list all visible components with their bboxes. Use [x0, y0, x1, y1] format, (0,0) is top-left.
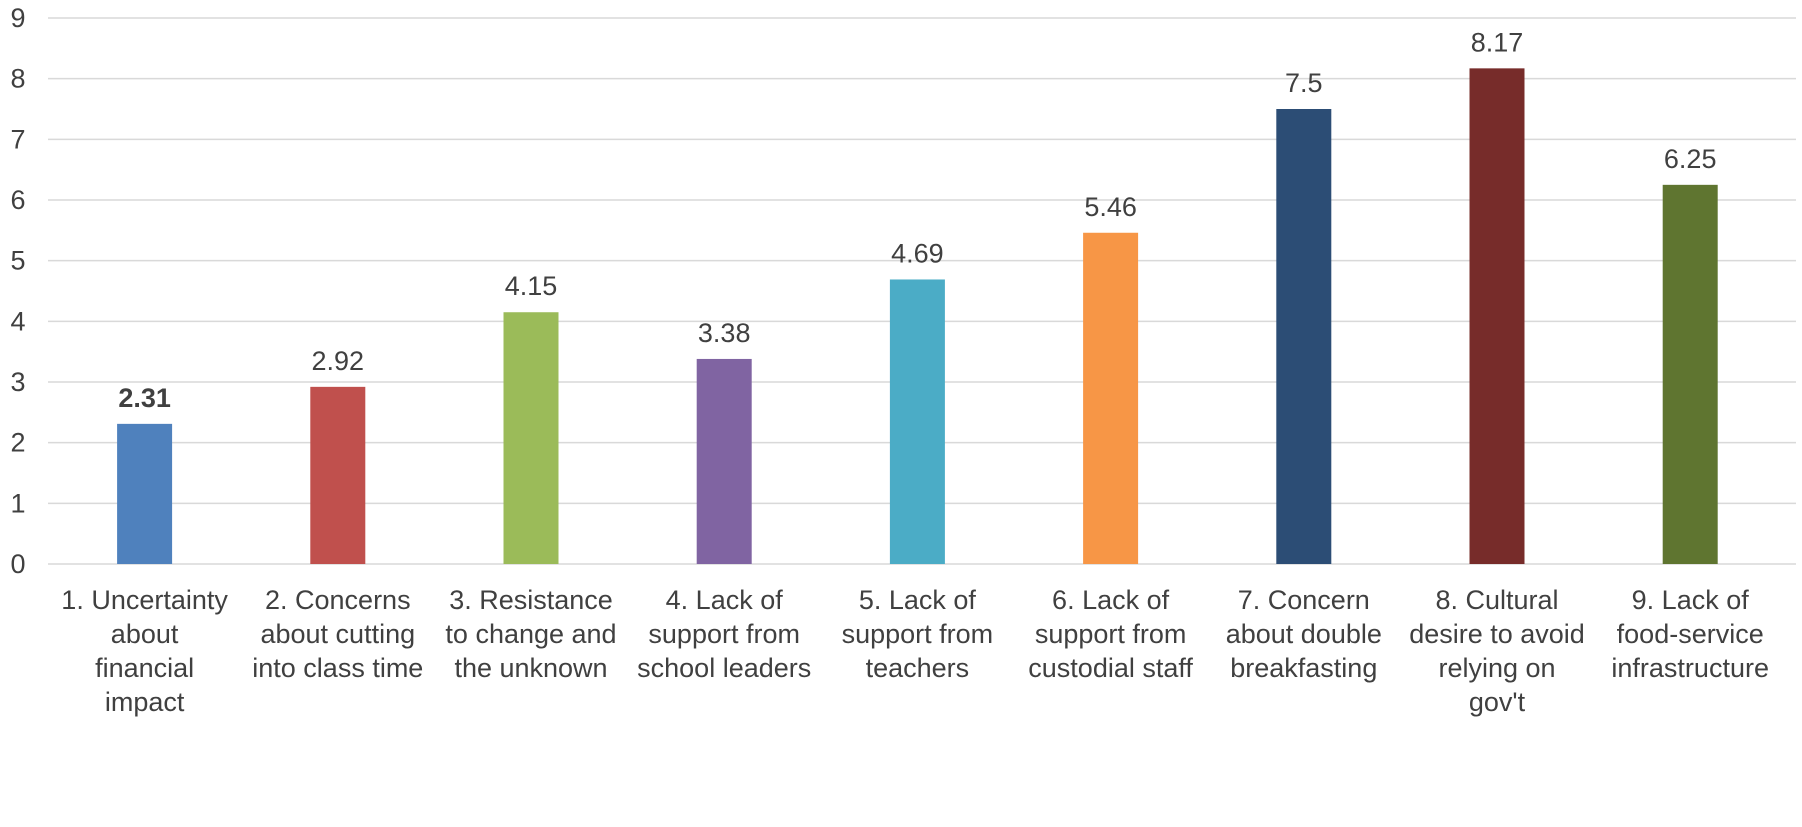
x-axis-ticks: 1. Uncertainty about financial impact 2. Con… — [61, 585, 1769, 717]
x-tick-label-5: 5. Lack of — [859, 585, 977, 615]
data-label-7: 7.5 — [1285, 68, 1323, 98]
x-tick-label-6: 6. Lack of — [1052, 585, 1170, 615]
bar-1 — [117, 423, 173, 564]
y-tick-label: 3 — [10, 367, 25, 397]
y-tick-label: 2 — [10, 428, 25, 458]
data-labels: 2.31 2.92 4.15 3.38 4.69 5.46 7.5 8.17 6.25 — [118, 27, 1716, 413]
data-label-5: 4.69 — [891, 238, 944, 268]
data-label-1: 2.31 — [118, 383, 171, 413]
x-tick-label-8: relying on — [1438, 653, 1555, 683]
x-tick-label-1: 1. Uncertainty — [61, 585, 228, 615]
x-tick-label-2: about cutting — [260, 619, 415, 649]
x-tick-label-6: support from — [1035, 619, 1187, 649]
x-tick-label-7: about double — [1226, 619, 1382, 649]
data-label-9: 6.25 — [1664, 144, 1717, 174]
x-tick-label-9: 9. Lack of — [1632, 585, 1750, 615]
x-tick-label-8: gov't — [1469, 687, 1526, 717]
x-tick-label-3: to change and — [445, 619, 616, 649]
y-axis-ticks: 0 1 2 3 4 5 6 7 8 9 — [10, 3, 25, 579]
bar-7 — [1276, 109, 1332, 564]
x-tick-label-5: support from — [842, 619, 994, 649]
x-tick-label-4: support from — [648, 619, 800, 649]
y-tick-label: 6 — [10, 185, 25, 215]
x-tick-label-2: 2. Concerns — [265, 585, 411, 615]
data-label-4: 3.38 — [698, 318, 751, 348]
x-tick-label-1: about — [111, 619, 179, 649]
y-tick-label: 9 — [10, 3, 25, 33]
bar-4 — [696, 358, 752, 564]
data-label-6: 5.46 — [1084, 192, 1137, 222]
x-tick-label-7: 7. Concern — [1238, 585, 1370, 615]
x-tick-label-6: custodial staff — [1028, 653, 1193, 683]
bar-5 — [889, 279, 945, 564]
bar-8 — [1469, 68, 1525, 564]
data-label-3: 4.15 — [505, 271, 558, 301]
bar-6 — [1083, 232, 1139, 564]
y-tick-label: 1 — [10, 488, 25, 518]
x-tick-label-8: 8. Cultural — [1435, 585, 1558, 615]
bars — [117, 68, 1718, 565]
y-tick-label: 4 — [10, 306, 25, 336]
x-tick-label-4: school leaders — [637, 653, 811, 683]
x-tick-label-5: teachers — [866, 653, 970, 683]
x-tick-label-2: into class time — [252, 653, 423, 683]
y-tick-label: 5 — [10, 246, 25, 276]
y-tick-label: 8 — [10, 64, 25, 94]
x-tick-label-4: 4. Lack of — [666, 585, 784, 615]
data-label-2: 2.92 — [312, 346, 365, 376]
bar-9 — [1662, 184, 1718, 565]
x-tick-label-7: breakfasting — [1230, 653, 1377, 683]
x-tick-label-1: impact — [105, 687, 185, 717]
bar-3 — [503, 312, 559, 564]
x-tick-label-1: financial — [95, 653, 194, 683]
x-tick-label-8: desire to avoid — [1409, 619, 1585, 649]
x-tick-label-3: 3. Resistance — [449, 585, 613, 615]
x-tick-label-9: food-service — [1617, 619, 1764, 649]
data-label-8: 8.17 — [1471, 27, 1524, 57]
bar-2 — [310, 386, 366, 564]
y-tick-label: 0 — [10, 549, 25, 579]
y-tick-label: 7 — [10, 124, 25, 154]
x-tick-label-9: infrastructure — [1611, 653, 1769, 683]
x-tick-label-3: the unknown — [454, 653, 607, 683]
